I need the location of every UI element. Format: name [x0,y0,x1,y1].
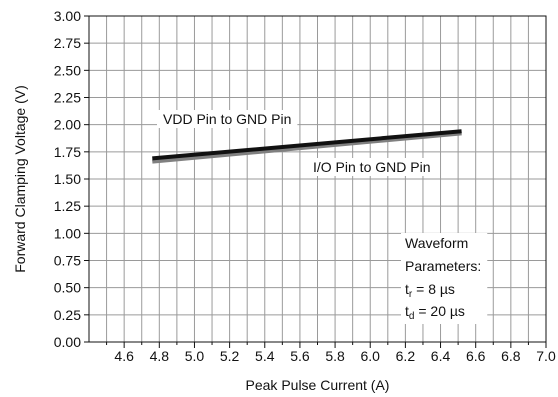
y-tick-label: 2.25 [54,90,81,106]
x-axis: 4.6 4.8 5.0 5.2 5.4 5.6 5.8 6.0 6.2 6.4 6.6 6.8 7.0 [106,342,556,364]
y-tick-label: 1.00 [54,225,81,241]
duration-value: = 20 µs [414,303,464,319]
waveform-box-background [401,233,488,324]
y-tick-label: 1.50 [54,171,81,187]
y-tick-label: 1.25 [54,198,81,214]
x-axis-label: Peak Pulse Current (A) [246,377,390,393]
x-tick-label: 6.6 [466,348,486,364]
series-label-io: I/O Pin to GND Pin [313,159,430,175]
duration-symbol: t [405,303,409,319]
duration-subscript: d [409,311,415,322]
x-tick-label: 5.4 [255,348,275,364]
x-tick-label: 7.0 [536,348,556,364]
y-tick-label: 2.00 [54,117,81,133]
y-tick-label: 0.50 [54,280,81,296]
y-tick-label: 1.75 [54,144,81,160]
x-tick-label: 5.6 [290,348,310,364]
rise-time-subscript: r [409,289,413,300]
x-tick-label: 4.6 [114,348,134,364]
y-axis: 0.00 0.25 0.50 0.75 1.00 1.25 1.50 1.75 2.00 2.25… [54,8,89,350]
x-tick-label: 6.8 [501,348,521,364]
x-tick-label: 5.2 [220,348,240,364]
series-line-vdd [152,129,462,161]
series-label-io-background [307,158,437,176]
y-axis-label: Forward Clamping Voltage (V) [12,85,28,273]
waveform-title: Waveform [405,235,468,251]
plot-frame [88,15,547,343]
y-tick-label: 0.00 [54,334,81,350]
x-tick-label: 6.2 [396,348,416,364]
series-label-vdd-background [157,110,298,128]
x-tick-label: 6.4 [431,348,451,364]
waveform-rise-time: tr = 8 µs [405,281,455,300]
rise-time-symbol: t [405,281,409,297]
y-tick-label: 0.25 [54,307,81,323]
x-tick-label: 5.0 [185,348,205,364]
y-tick-label: 2.50 [54,62,81,78]
x-tick-label: 5.8 [325,348,345,364]
y-tick-label: 2.75 [54,35,81,51]
series-line-io [152,131,462,164]
y-tick-label: 3.00 [54,8,81,24]
x-tick-label: 4.8 [150,348,170,364]
series-group [152,129,462,164]
rise-time-value: = 8 µs [412,281,455,297]
series-label-vdd: VDD Pin to GND Pin [163,111,291,127]
waveform-parameters-label: Parameters: [405,258,481,274]
waveform-duration: td = 20 µs [405,303,465,322]
y-tick-label: 0.75 [54,253,81,269]
x-tick-label: 6.0 [360,348,380,364]
